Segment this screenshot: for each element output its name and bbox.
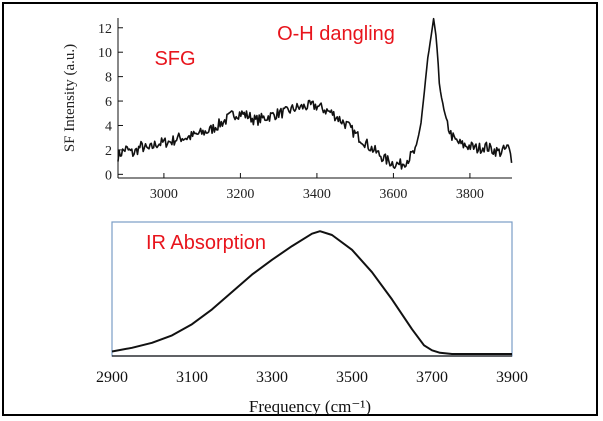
ir-absorption-line [111,230,512,355]
top-y-tick-label: 12 [98,22,112,37]
top-y-tick-label: 8 [105,71,112,86]
top-x-tick-label: 3000 [150,187,178,202]
bottom-x-tick-label: 3700 [416,369,448,386]
figure-frame [2,2,598,416]
ir-absorption-annotation: IR Absorption [146,232,266,254]
top-y-tick-label: 0 [105,168,112,183]
bottom-x-tick-label: 3100 [176,369,208,386]
top-y-tick-label: 2 [105,144,112,159]
bottom-x-tick-label: 3900 [496,369,528,386]
bottom-x-tick-label: 3500 [336,369,368,386]
top-y-tick-label: 4 [105,119,112,134]
bottom-x-tick-label: 2900 [96,369,128,386]
top-x-tick-label: 3800 [456,187,484,202]
bottom-x-axis-label: Frequency (cm⁻¹) [249,397,371,416]
oh-dangling-annotation: O-H dangling [277,23,395,45]
top-x-tick-label: 3400 [303,187,331,202]
top-y-tick-label: 10 [98,46,112,61]
bottom-x-tick-label: 3300 [256,369,288,386]
top-x-tick-label: 3200 [226,187,254,202]
top-y-axis-label: SF Intensity (a.u.) [62,44,78,152]
top-y-tick-label: 6 [105,95,112,110]
top-x-tick-label: 3600 [379,187,407,202]
sfg-annotation: SFG [154,48,195,70]
sfg-spectrum-line [117,17,513,170]
